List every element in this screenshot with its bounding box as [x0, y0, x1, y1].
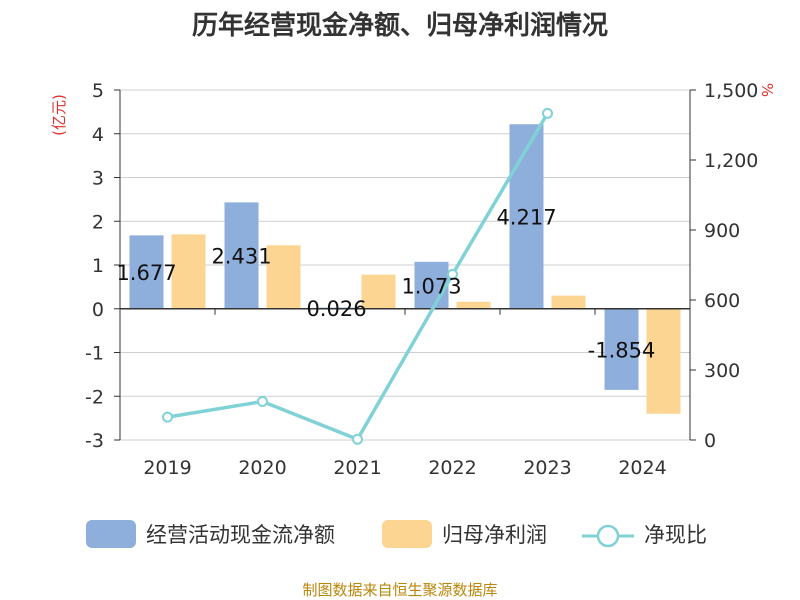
- left-tick-label: 3: [92, 168, 104, 190]
- data-label-cashflow: 0.026: [306, 297, 366, 321]
- bar-cashflow: [414, 261, 449, 309]
- left-axis-unit: (亿元): [50, 94, 68, 136]
- ratio-line-series: [162, 107, 553, 445]
- x-axis-ticks: 2019 2020 2021 2022 2023 2024: [119, 308, 667, 479]
- left-tick-label: -3: [85, 430, 104, 452]
- ratio-point: [352, 433, 363, 445]
- bar-profit: [456, 301, 491, 309]
- ratio-point: [257, 396, 268, 407]
- data-source: 制图数据来自恒生聚源数据库: [302, 581, 497, 599]
- bar-cashflow: [129, 235, 164, 309]
- chart-title: 历年经营现金净额、归母净利润情况: [192, 10, 608, 41]
- legend-swatch-profit: [382, 520, 432, 548]
- legend-swatch-cashflow: [86, 520, 136, 548]
- legend: 经营活动现金流净额 归母净利润 净现比: [86, 520, 707, 548]
- bar-profit: [646, 308, 681, 414]
- data-label-cashflow: 1.677: [116, 261, 176, 285]
- data-label-cashflow: 2.431: [211, 245, 271, 269]
- left-tick-label: -1: [85, 343, 104, 365]
- bar-profit: [171, 234, 206, 309]
- bar-profit: [551, 295, 586, 309]
- ratio-point: [447, 268, 458, 280]
- legend-marker-ratio: [596, 524, 620, 548]
- x-tick-label: 2019: [143, 457, 191, 479]
- right-axis-ticks: 1,500 1,200 900 600 300 0: [689, 80, 758, 452]
- legend-label-profit: 归母净利润: [442, 523, 547, 547]
- left-tick-label: -2: [85, 386, 104, 408]
- x-tick-label: 2021: [333, 457, 381, 479]
- left-tick-label: 1: [92, 255, 104, 277]
- left-tick-label: 4: [92, 124, 104, 146]
- bar-profit: [361, 274, 396, 309]
- bars: [129, 124, 681, 414]
- x-tick-label: 2022: [428, 457, 476, 479]
- bar-cashflow: [509, 124, 544, 309]
- right-tick-label: 1,200: [704, 150, 758, 172]
- left-axis-ticks: 5 4 3 2 1 0 -1 -2 -3: [85, 80, 121, 452]
- bar-cashflow: [224, 202, 259, 309]
- left-tick-label: 2: [92, 211, 104, 233]
- data-labels: 1.677 2.431 0.026 1.073 4.217 -1.854: [116, 206, 655, 363]
- ratio-point: [542, 107, 553, 119]
- right-tick-label: 600: [704, 290, 740, 312]
- left-tick-label: 0: [92, 299, 104, 321]
- data-label-cashflow: -1.854: [588, 338, 656, 362]
- legend-label-ratio: 净现比: [644, 523, 707, 547]
- data-label-cashflow: 4.217: [496, 206, 556, 230]
- data-label-cashflow: 1.073: [401, 274, 461, 298]
- legend-label-cashflow: 经营活动现金流净额: [146, 523, 335, 547]
- left-tick-label: 5: [92, 80, 104, 102]
- ratio-point: [162, 411, 173, 423]
- right-tick-label: 300: [704, 360, 740, 382]
- right-tick-label: 900: [704, 220, 740, 242]
- x-tick-label: 2023: [523, 457, 571, 479]
- right-tick-label: 0: [704, 430, 716, 452]
- x-tick-label: 2024: [618, 457, 666, 479]
- right-axis-unit: %: [758, 83, 776, 97]
- bar-cashflow: [604, 308, 639, 390]
- bar-profit: [266, 245, 301, 309]
- right-tick-label: 1,500: [704, 80, 758, 102]
- x-tick-label: 2020: [238, 457, 286, 479]
